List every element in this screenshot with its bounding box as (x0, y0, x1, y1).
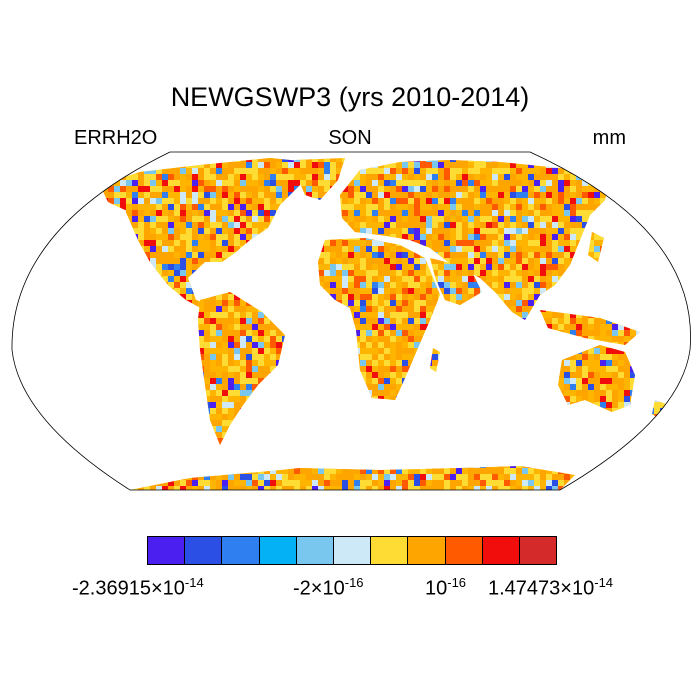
colorbar-segment (333, 537, 372, 564)
colorbar-label-pos-small: 10-16 (425, 575, 467, 600)
season-label: SON (328, 127, 372, 149)
colorbar (147, 536, 557, 565)
colorbar-label-neg-small: -2×10-16 (293, 575, 364, 600)
colorbar-segment (148, 537, 186, 564)
colorbar-label-min: -2.36915×10-14 (72, 575, 204, 600)
units-label: mm (592, 127, 626, 149)
colorbar-segment (371, 537, 409, 564)
colorbar-segment (185, 537, 223, 564)
colorbar-segment (259, 537, 297, 564)
field-cells (100, 158, 668, 490)
globe-outline (11, 151, 691, 491)
colorbar-segment (222, 537, 260, 564)
colorbar-segment (445, 537, 483, 564)
colorbar-segment (482, 537, 520, 564)
map-title: NEWGSWP3 (yrs 2010-2014) (170, 82, 530, 112)
variable-label: ERRH2O (74, 127, 158, 149)
colorbar-segment (296, 537, 334, 564)
land-field (100, 158, 668, 490)
colorbar-segment (408, 537, 446, 564)
colorbar-label-max: 1.47473×10-14 (488, 575, 614, 600)
colorbar-segment (519, 537, 557, 564)
